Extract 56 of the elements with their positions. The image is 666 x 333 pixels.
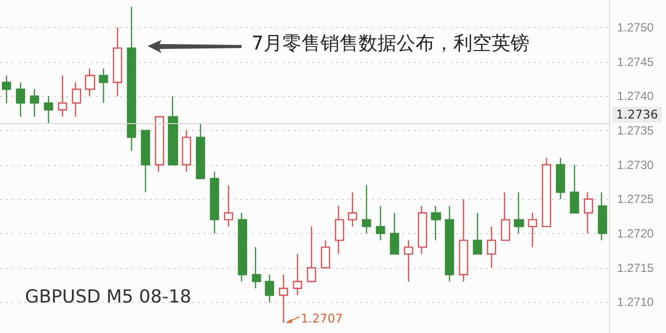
candlestick bbox=[306, 226, 316, 282]
candlestick bbox=[348, 192, 358, 228]
candlestick bbox=[584, 192, 594, 234]
candlestick bbox=[58, 74, 68, 118]
candlestick bbox=[334, 205, 344, 255]
candlestick bbox=[404, 240, 414, 282]
candlestick bbox=[16, 82, 26, 118]
candlestick bbox=[44, 96, 54, 124]
candlestick bbox=[140, 130, 150, 193]
y-tick-label: 1.2730 bbox=[617, 158, 654, 172]
candlestick bbox=[112, 26, 122, 97]
candlestick bbox=[126, 6, 136, 152]
candlestick bbox=[264, 274, 274, 303]
candlestick bbox=[182, 130, 192, 172]
candlestick bbox=[376, 205, 386, 241]
candlestick bbox=[210, 171, 220, 234]
candlestick bbox=[196, 122, 206, 180]
candlestick bbox=[430, 205, 442, 241]
candlestick bbox=[542, 157, 552, 228]
y-tick-label: 1.2720 bbox=[617, 226, 654, 240]
candlestick bbox=[514, 192, 524, 234]
candlestick bbox=[2, 74, 12, 104]
annotation: 1.2707 bbox=[300, 312, 343, 326]
y-tick-label: 1.2735 bbox=[617, 123, 654, 138]
candlestick bbox=[84, 68, 96, 97]
candlestick bbox=[292, 253, 302, 296]
y-tick-label: 1.2740 bbox=[617, 89, 654, 104]
candlestick bbox=[362, 184, 372, 234]
y-tick-label: 1.2715 bbox=[617, 260, 654, 275]
candlestick bbox=[418, 205, 428, 255]
candlestick bbox=[98, 68, 108, 104]
y-tick-label: 1.2745 bbox=[617, 54, 654, 69]
candlestick bbox=[598, 192, 608, 241]
candlestick bbox=[224, 184, 234, 228]
y-tick-label: 1.2725 bbox=[617, 192, 654, 206]
candlestick bbox=[154, 116, 164, 172]
annotation: 7月零售销售数据公布，利空英镑 bbox=[251, 32, 530, 55]
candlestick bbox=[390, 212, 400, 255]
y-tick-label: 1.2710 bbox=[617, 295, 654, 310]
candlestick bbox=[30, 88, 40, 118]
ref-line-label: 1.2736 bbox=[616, 108, 658, 122]
candlestick bbox=[320, 240, 330, 268]
candlestick bbox=[238, 212, 248, 282]
y-tick-label: 1.2750 bbox=[617, 20, 654, 34]
text: GBPUSD M5 08-18 bbox=[25, 286, 192, 308]
candlestick bbox=[72, 82, 82, 118]
candlestick bbox=[458, 198, 468, 282]
candlestick bbox=[444, 205, 454, 282]
candlestick bbox=[528, 212, 538, 248]
candlestick bbox=[500, 192, 510, 241]
candlestick bbox=[472, 212, 482, 255]
candlestick bbox=[556, 157, 566, 200]
candlestick bbox=[486, 226, 496, 268]
candlestick bbox=[252, 246, 262, 289]
candlestick bbox=[168, 96, 178, 166]
candlestick bbox=[570, 164, 580, 214]
